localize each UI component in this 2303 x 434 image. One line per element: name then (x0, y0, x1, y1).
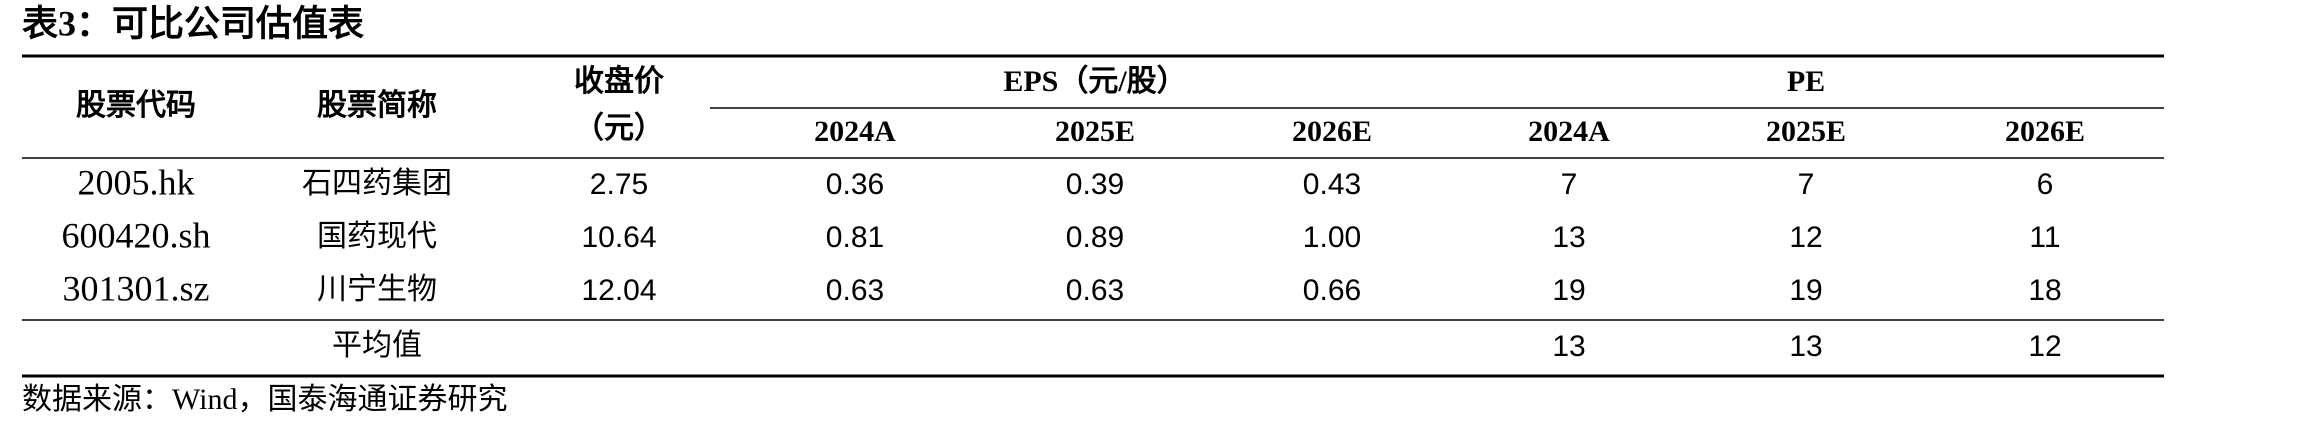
cell: 12 (1789, 221, 1822, 254)
header: PE (1787, 65, 1825, 98)
cell: 19 (1789, 274, 1822, 307)
cell: 13 (1789, 330, 1822, 363)
cell: 7 (1561, 168, 1578, 201)
cell: 0.63 (1066, 274, 1124, 307)
cell: 600420.sh (61, 215, 210, 255)
header: 收盘价 (574, 64, 664, 98)
cell: 平均值 (332, 329, 422, 362)
cell: 6 (2037, 168, 2054, 201)
cell: 0.89 (1066, 221, 1124, 254)
header: 2026E (1292, 115, 1372, 148)
header: 2024A (1528, 115, 1610, 148)
cell: 石四药集团 (302, 167, 452, 200)
header: 2026E (2005, 115, 2085, 148)
cell: 2.75 (590, 168, 648, 201)
cell: 11 (2029, 221, 2060, 254)
cell: 19 (1552, 274, 1585, 307)
header: 股票简称 (317, 88, 437, 122)
cell: 13 (1552, 221, 1585, 254)
header: 股票代码 (76, 89, 196, 122)
cell: 0.66 (1303, 274, 1361, 307)
cell: 0.63 (826, 274, 884, 307)
cell: 0.36 (826, 168, 884, 201)
cell: 7 (1798, 168, 1815, 201)
header: 2025E (1055, 115, 1135, 148)
header: 2024A (814, 115, 896, 148)
cell: 13 (1552, 330, 1585, 363)
cell: 12.04 (581, 274, 656, 307)
source: 数据来源：Wind，国泰海通证券研究 (22, 383, 507, 416)
cell: 10.64 (581, 221, 656, 254)
header: EPS（元/股） (1003, 64, 1186, 98)
cell: 0.39 (1066, 168, 1124, 201)
cell: 301301.sz (63, 268, 210, 308)
cell: 2005.hk (78, 162, 195, 202)
cell: 0.81 (826, 221, 884, 254)
cell: 1.00 (1303, 221, 1361, 254)
cell: 0.43 (1303, 168, 1361, 201)
cell: 国药现代 (317, 220, 437, 253)
cell: 18 (2028, 274, 2061, 307)
cell: 12 (2028, 330, 2061, 363)
title: 表3：可比公司估值表 (22, 3, 364, 43)
cell: 川宁生物 (317, 273, 437, 306)
header: 2025E (1766, 115, 1846, 148)
header: （元） (574, 111, 664, 145)
